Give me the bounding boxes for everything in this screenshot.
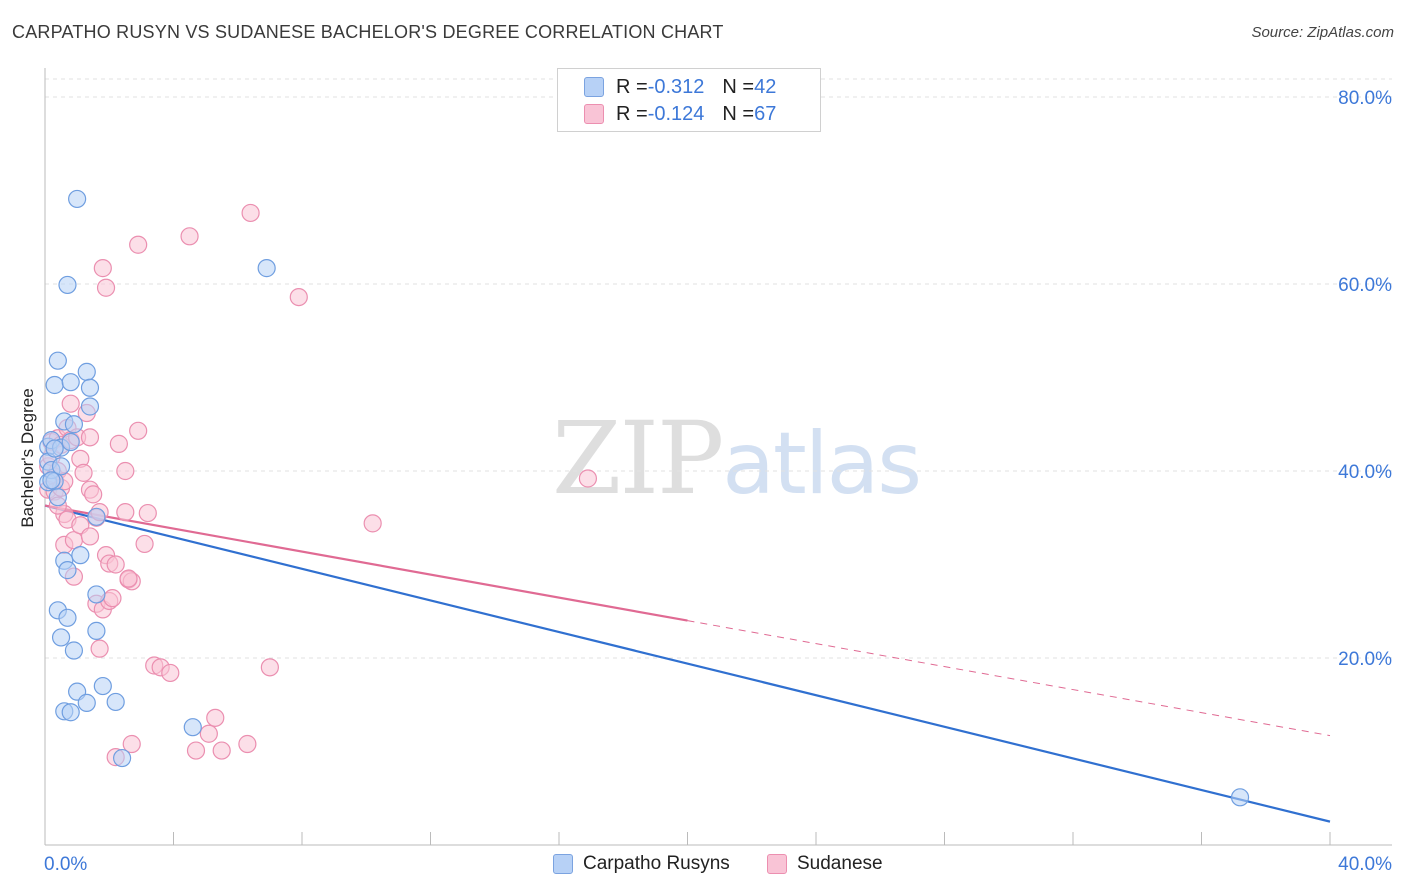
point-carpatho-rusyns xyxy=(61,432,80,452)
point-sudanese xyxy=(93,259,112,278)
legend-n-label: N = xyxy=(722,102,755,125)
grid-lines xyxy=(45,78,1392,659)
legend-n-label: N = xyxy=(722,75,755,98)
y-tick-label: 40.0% xyxy=(1338,462,1392,483)
y-tick-label: 80.0% xyxy=(1338,88,1392,109)
point-carpatho-rusyns xyxy=(51,457,71,476)
point-carpatho-rusyns xyxy=(87,621,106,640)
point-sudanese xyxy=(135,534,154,554)
point-carpatho-rusyns xyxy=(58,275,77,295)
point-sudanese xyxy=(96,278,116,297)
point-sudanese xyxy=(161,663,180,683)
point-carpatho-rusyns xyxy=(61,703,80,722)
point-sudanese xyxy=(80,428,100,447)
point-sudanese xyxy=(289,287,308,307)
trendline-carpatho-rusyns xyxy=(44,504,1331,823)
x-tick-label: 0.0% xyxy=(44,854,87,875)
point-sudanese xyxy=(129,235,148,254)
point-sudanese xyxy=(116,461,135,481)
point-sudanese xyxy=(260,658,279,677)
point-sudanese xyxy=(90,639,109,658)
legend-r-value: -0.124 xyxy=(647,102,705,125)
point-carpatho-rusyns xyxy=(80,397,100,416)
point-carpatho-rusyns xyxy=(112,748,132,768)
legend-r-value: -0.312 xyxy=(647,75,705,98)
point-sudanese xyxy=(241,203,260,223)
point-carpatho-rusyns xyxy=(42,471,61,490)
point-sudanese xyxy=(119,569,138,588)
point-sudanese xyxy=(180,227,199,246)
point-carpatho-rusyns xyxy=(1230,788,1250,807)
legend-row-carpatho-rusyns: R = -0.312 N = 42 xyxy=(584,75,776,99)
point-carpatho-rusyns xyxy=(183,718,202,737)
point-carpatho-rusyns xyxy=(87,507,106,526)
bottom-legend-swatch-blue xyxy=(553,854,573,874)
point-carpatho-rusyns xyxy=(45,439,64,458)
bottom-legend-carpatho-rusyns: Carpatho Rusyns xyxy=(553,852,730,876)
point-sudanese xyxy=(212,741,231,760)
bottom-legend-sudanese: Sudanese xyxy=(767,852,883,876)
source-label: Source: ZipAtlas.com xyxy=(1251,24,1394,41)
point-carpatho-rusyns xyxy=(64,641,84,660)
point-sudanese xyxy=(138,503,157,523)
point-carpatho-rusyns xyxy=(58,608,77,627)
trendlines xyxy=(44,504,1331,823)
point-carpatho-rusyns xyxy=(45,375,64,395)
point-sudanese xyxy=(80,527,100,546)
point-sudanese xyxy=(363,514,382,533)
point-carpatho-rusyns xyxy=(106,692,125,712)
point-carpatho-rusyns xyxy=(77,362,96,381)
point-sudanese xyxy=(199,724,218,743)
data-points xyxy=(39,189,1250,807)
point-sudanese xyxy=(106,555,125,574)
point-carpatho-rusyns xyxy=(257,259,276,278)
point-sudanese xyxy=(103,589,122,608)
point-carpatho-rusyns xyxy=(93,676,112,696)
point-sudanese xyxy=(129,421,148,440)
point-carpatho-rusyns xyxy=(71,546,90,565)
point-carpatho-rusyns xyxy=(80,378,100,397)
point-carpatho-rusyns xyxy=(64,415,84,434)
y-tick-label: 20.0% xyxy=(1338,649,1392,670)
tick-labels: 20.0% 40.0% 60.0% 80.0% 0.0% 40.0% xyxy=(44,88,1392,875)
point-sudanese xyxy=(206,708,225,727)
point-carpatho-rusyns xyxy=(48,488,67,507)
point-carpatho-rusyns xyxy=(87,585,106,604)
point-sudanese xyxy=(122,734,141,754)
bottom-legend-swatch-pink xyxy=(767,854,787,874)
point-sudanese xyxy=(74,463,93,482)
chart-title: CARPATHO RUSYN VS SUDANESE BACHELOR'S DE… xyxy=(12,22,724,42)
legend-row-sudanese: R = -0.124 N = 67 xyxy=(584,102,776,126)
point-sudanese xyxy=(578,469,598,488)
legend-n-value: 67 xyxy=(754,102,777,125)
point-sudanese xyxy=(116,503,135,522)
legend-swatch-blue xyxy=(584,77,604,97)
x-tick-label: 40.0% xyxy=(1338,854,1392,875)
point-carpatho-rusyns xyxy=(58,561,77,580)
axes xyxy=(44,68,1392,846)
trendline-sudanese xyxy=(687,620,1331,737)
bottom-legend-label: Carpatho Rusyns xyxy=(583,853,730,874)
point-sudanese xyxy=(238,734,257,754)
point-carpatho-rusyns xyxy=(68,189,87,209)
legend-r-label: R = xyxy=(616,75,648,98)
point-carpatho-rusyns xyxy=(51,628,71,647)
point-carpatho-rusyns xyxy=(77,693,96,712)
legend-n-value: 42 xyxy=(754,75,777,98)
point-sudanese xyxy=(109,434,128,453)
point-carpatho-rusyns xyxy=(48,351,67,370)
y-tick-label: 60.0% xyxy=(1338,275,1392,296)
legend-swatch-pink xyxy=(584,104,604,124)
bottom-legend-label: Sudanese xyxy=(797,853,883,874)
point-sudanese xyxy=(61,394,80,413)
point-sudanese xyxy=(84,485,103,504)
trendline-sudanese xyxy=(44,504,688,622)
stats-legend: R = -0.312 N = 42 R = -0.124 N = 67 xyxy=(557,68,821,132)
legend-r-label: R = xyxy=(616,102,648,125)
point-carpatho-rusyns xyxy=(61,373,80,392)
point-sudanese xyxy=(186,741,206,760)
